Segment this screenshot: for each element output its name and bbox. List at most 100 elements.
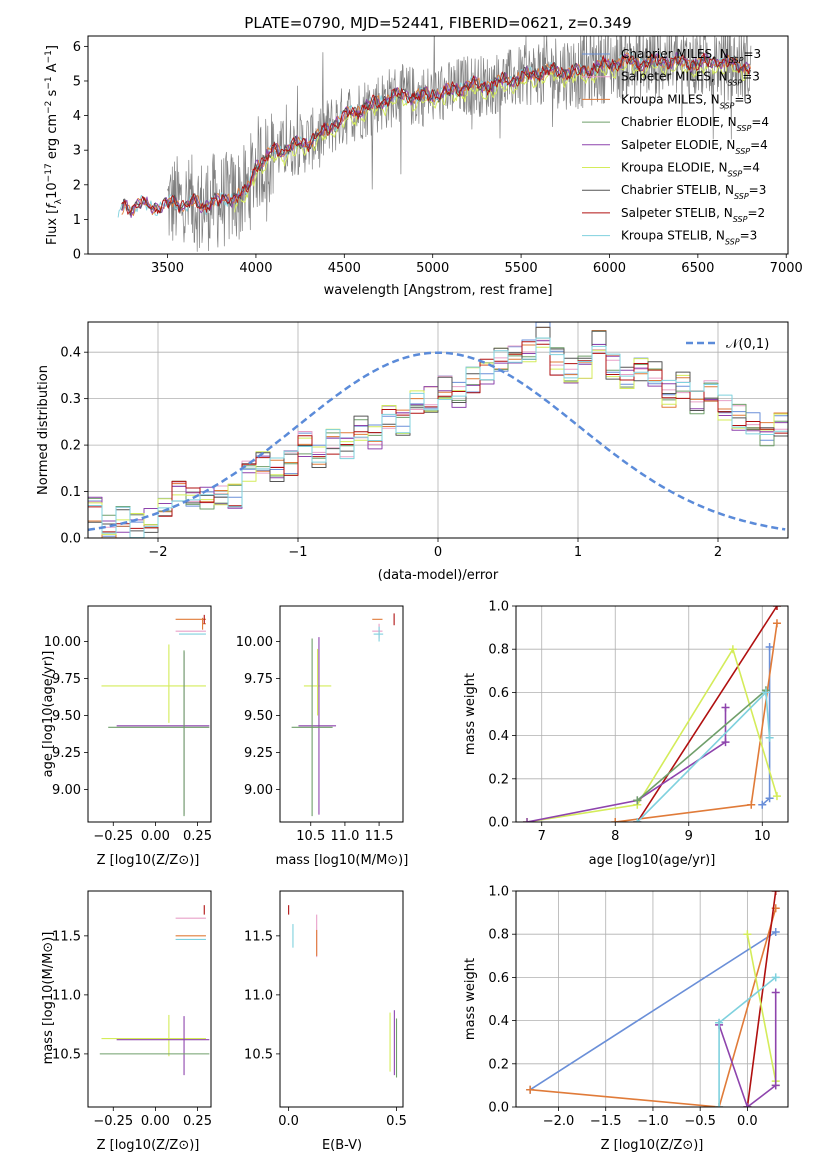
tick-label-y: 9.25 (52, 746, 81, 761)
weight-point-chabrier_miles (758, 800, 767, 809)
legend-label: Chabrier STELIB, NSSP=3 (621, 183, 766, 201)
tick-label-y: 0.3 (60, 392, 81, 407)
model-salpeter_stelib (121, 52, 751, 215)
tick-label-x: 7 (538, 829, 546, 844)
tick-label-y: 0.4 (60, 346, 81, 361)
tick-label-y: 11.5 (52, 929, 81, 944)
axes-spectrum: 3500 4000 4500 5000 5500 6000 6500 7000 0 1 2 3 4 5 6 (73, 35, 803, 276)
legend-label: Chabrier MILES, NSSP=3 (621, 47, 761, 65)
weight-point-kroupa_stelib (715, 1103, 724, 1107)
tick-label-y: 10.5 (244, 1047, 273, 1062)
tick-label-x: 6000 (593, 261, 626, 276)
tick-label-y: 3 (73, 144, 81, 159)
plot-area-mass_vs_Z (99, 905, 210, 1076)
tick-label-x: −1 (288, 545, 307, 560)
weight-line-kroupa_miles (615, 623, 778, 822)
tick-label-y: 10.00 (44, 635, 81, 650)
axes-mass_vs_ebv: 0.0 0.5 10.5 11.0 11.5 (244, 890, 407, 1129)
weight-point-kroupa_stelib (771, 973, 780, 982)
weight-point-kroupa_stelib (633, 818, 642, 822)
tick-label-x: 0.5 (386, 1114, 407, 1129)
y-axis-label-residuals: Normed distribution (36, 365, 51, 495)
legend-label: Salpeter STELIB, NSSP=2 (621, 206, 765, 224)
weight-point-kroupa_miles (747, 800, 756, 809)
weight-point-salpeter_elodie (771, 988, 780, 997)
weight-line-chabrier_miles (529, 931, 777, 1091)
figure-title: PLATE=0790, MJD=52441, FIBERID=0621, z=0… (244, 14, 631, 32)
axes-age_vs_mass: 10.5 11.0 11.5 9.00 9.25 9.50 9.75 10.00 (236, 605, 404, 844)
legend-label: Kroupa MILES, NSSP=3 (621, 92, 752, 110)
tick-label-y: 0.2 (60, 439, 81, 454)
tick-label-x: 5500 (505, 261, 538, 276)
tick-label-x: −0.25 (93, 829, 133, 844)
tick-label-x: 10 (754, 829, 771, 844)
legend-label: Kroupa ELODIE, NSSP=4 (621, 161, 760, 179)
y-axis-label-spectrum: Flux [fλ10−17 erg cm−2 s−1 A−1] (44, 45, 64, 245)
tick-label-y: 0.2 (488, 772, 509, 787)
legend-label: Salpeter MILES, NSSP=3 (621, 70, 760, 88)
tick-label-y: 0.4 (488, 729, 509, 744)
x-axis-label-massweight_vs_age: age [log10(age/yr)] (589, 853, 716, 868)
tick-label-y: 1.0 (488, 885, 509, 900)
tick-label-y: 11.0 (244, 988, 273, 1003)
histogram-chabrier_stelib (88, 326, 788, 533)
weight-point-kroupa_stelib (765, 733, 774, 742)
tick-label-y: 9.25 (244, 746, 273, 761)
tick-label-y: 6 (73, 40, 81, 55)
tick-label-y: 0.2 (488, 1057, 509, 1072)
x-axis-label-massweight_vs_Z: Z [log10(Z/Z⊙)] (601, 1138, 704, 1153)
legend-residuals: 𝒩(0,1) (686, 337, 769, 352)
weight-line-kroupa_elodie (526, 648, 778, 822)
x-axis-label-spectrum: wavelength [Angstrom, rest frame] (324, 283, 553, 298)
weight-point-salpeter_elodie (523, 818, 532, 822)
axes-frame (87, 321, 789, 539)
tick-label-y: 0 (73, 248, 81, 263)
weight-point-salpeter_stelib (771, 891, 780, 895)
tick-label-x: 4000 (239, 261, 272, 276)
legend-label: Salpeter ELODIE, NSSP=4 (621, 138, 768, 156)
axes-frame (515, 605, 789, 823)
tick-label-x: 4500 (328, 261, 361, 276)
axes-mass_vs_Z: −0.25 0.00 0.25 10.5 11.0 11.5 (52, 890, 212, 1129)
weight-point-kroupa_miles (611, 818, 620, 822)
tick-label-y: 0.6 (488, 971, 509, 986)
weight-line-kroupa_miles (530, 908, 777, 1107)
tick-label-y: 11.0 (52, 988, 81, 1003)
tick-label-x: 1 (574, 545, 582, 560)
weight-point-kroupa_elodie (728, 645, 737, 654)
tick-label-y: 9.00 (244, 783, 273, 798)
tick-label-y: 0.8 (488, 928, 509, 943)
axes-frame (87, 605, 212, 823)
tick-label-x: 6500 (681, 261, 714, 276)
plot-area-spectrum (117, 36, 752, 252)
tick-label-x: 0.0 (737, 1114, 758, 1129)
weight-point-chabrier_miles (765, 643, 774, 652)
histogram-kroupa_stelib (88, 337, 788, 538)
tick-label-x: 0.0 (278, 1114, 299, 1129)
y-axis-label-massweight_vs_age: mass weight (463, 673, 478, 755)
axes-frame (87, 890, 212, 1108)
weight-line-salpeter_stelib (636, 606, 778, 822)
tick-label-y: 9.00 (52, 783, 81, 798)
legend-label: Chabrier ELODIE, NSSP=4 (621, 115, 769, 133)
tick-label-x: −0.5 (684, 1114, 716, 1129)
tick-label-y: 11.5 (244, 929, 273, 944)
weight-point-kroupa_miles (526, 1085, 535, 1094)
weight-point-kroupa_miles (772, 619, 781, 628)
axes-frame (279, 890, 404, 1108)
tick-label-x: 9 (685, 829, 693, 844)
axes-frame (279, 605, 404, 823)
tick-label-y: 5 (73, 74, 81, 89)
tick-label-x: 0 (434, 545, 442, 560)
weight-point-kroupa_stelib (715, 1018, 724, 1027)
tick-label-x: 8 (611, 829, 619, 844)
panels-layer: 3500 4000 4500 5000 5500 6000 6500 7000 0 1 2 3 4 5 6 w… (36, 35, 803, 1153)
x-axis-label-age-Z: Z [log10(Z/Z⊙)] (97, 853, 200, 868)
tick-label-y: 4 (73, 109, 81, 124)
weight-line-salpeter_elodie (718, 992, 777, 1107)
tick-label-y: 0.6 (488, 686, 509, 701)
tick-label-x: −1.0 (637, 1114, 669, 1129)
x-axis-label-age-mass: mass [log10(M/M⊙)] (276, 853, 409, 868)
tick-label-x: 0.00 (141, 829, 170, 844)
weight-point-kroupa_stelib (761, 688, 770, 697)
